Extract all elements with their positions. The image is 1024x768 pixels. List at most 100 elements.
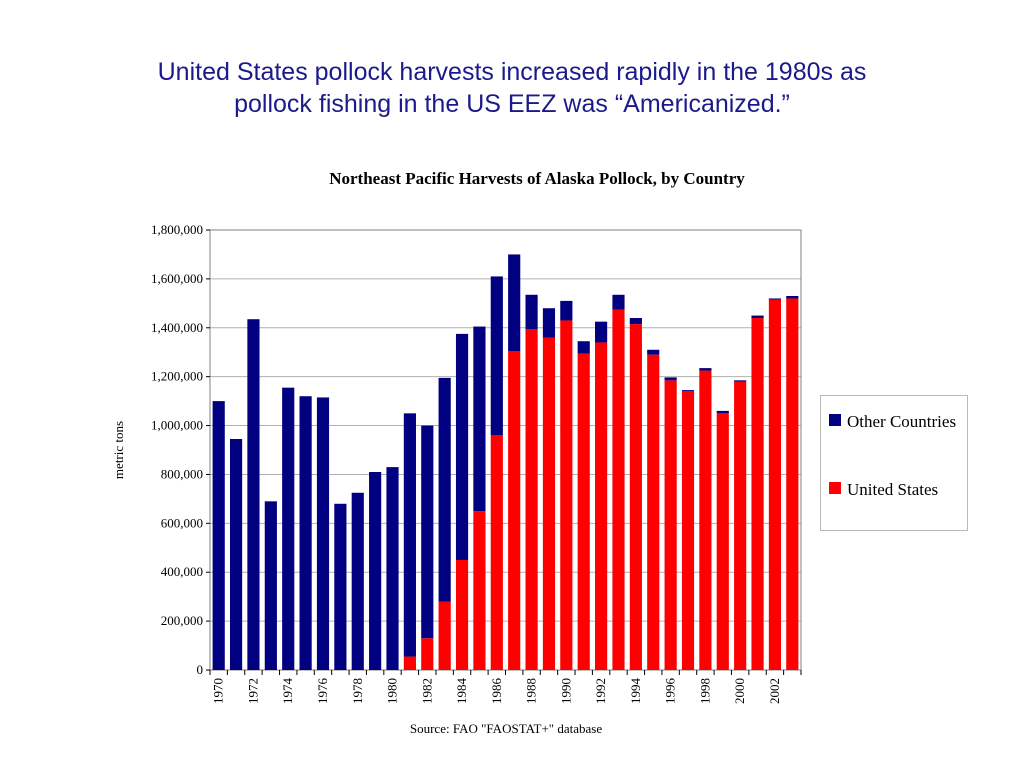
plot-area — [209, 229, 802, 671]
legend-label-other-countries: Other Countries — [847, 412, 957, 431]
x-tick-label: 1980 — [385, 678, 400, 704]
slide-title: United States pollock harvests increased… — [62, 56, 962, 120]
bar-other-countries-2002 — [768, 298, 782, 300]
bar-united-states-1992 — [595, 342, 608, 670]
y-tick-label: 0 — [197, 662, 204, 677]
legend-swatch-united-states — [829, 482, 841, 494]
legend-item-united-states: United States — [829, 478, 967, 501]
x-tick-label: 2000 — [732, 678, 747, 704]
bar-united-states-1990 — [560, 320, 573, 670]
bar-other-countries-1986 — [490, 276, 503, 436]
x-tick-label: 1974 — [280, 678, 295, 705]
bar-united-states-2001 — [751, 318, 764, 670]
bar-other-countries-1990 — [560, 300, 573, 321]
bar-other-countries-2001 — [751, 315, 764, 318]
bar-united-states-1989 — [542, 337, 556, 670]
bar-united-states-1985 — [473, 511, 486, 670]
bar-united-states-1981 — [403, 656, 416, 670]
bar-other-countries-1982 — [421, 425, 434, 639]
bar-united-states-2000 — [734, 381, 747, 670]
x-tick-label: 1978 — [350, 678, 365, 704]
bar-other-countries-1980 — [386, 467, 399, 670]
bar-united-states-1986 — [490, 435, 503, 670]
bar-other-countries-1973 — [264, 501, 277, 670]
x-tick-label: 1994 — [628, 678, 643, 705]
x-tick-label: 2002 — [767, 678, 782, 704]
bar-other-countries-1975 — [299, 396, 312, 670]
legend-item-other-countries: Other Countries — [829, 410, 967, 433]
x-tick-label: 1988 — [524, 678, 539, 704]
source-note: Source: FAO "FAOSTAT+" database — [409, 721, 603, 736]
bar-united-states-1984 — [455, 560, 469, 670]
bar-other-countries-1972 — [247, 319, 260, 670]
bar-other-countries-1996 — [664, 377, 677, 381]
y-tick-label: 800,000 — [161, 466, 203, 481]
bar-other-countries-1994 — [629, 318, 642, 325]
x-tick-label: 1970 — [211, 678, 226, 704]
bar-other-countries-1981 — [403, 413, 416, 657]
y-tick-label: 200,000 — [161, 613, 203, 628]
bar-other-countries-1970 — [212, 401, 225, 670]
grid-lines — [210, 229, 801, 622]
bar-other-countries-1978 — [351, 492, 364, 670]
bar-united-states-1995 — [647, 354, 660, 670]
bar-united-states-1993 — [612, 309, 625, 670]
bar-united-states-1983 — [438, 601, 451, 670]
bar-united-states-1988 — [525, 329, 538, 670]
chart-title: Northeast Pacific Harvests of Alaska Pol… — [329, 169, 745, 188]
y-tick-label: 600,000 — [161, 515, 203, 530]
bar-other-countries-1998 — [699, 368, 712, 371]
bar-united-states-1987 — [508, 351, 521, 670]
bar-other-countries-1999 — [716, 410, 729, 414]
legend-swatch-other-countries — [829, 414, 841, 426]
bar-other-countries-2000 — [734, 380, 747, 382]
legend: Other Countries United States — [820, 395, 968, 531]
bar-other-countries-1976 — [316, 397, 330, 670]
bar-united-states-1991 — [577, 353, 590, 670]
bar-united-states-1998 — [699, 370, 712, 670]
bar-other-countries-1989 — [542, 308, 556, 338]
bar-other-countries-1974 — [282, 387, 295, 670]
x-tick-label: 1990 — [558, 678, 573, 704]
bar-other-countries-1971 — [229, 439, 243, 670]
x-tick-label: 1982 — [419, 678, 434, 704]
bar-other-countries-1991 — [577, 341, 590, 354]
y-tick-label: 400,000 — [161, 564, 203, 579]
x-tick-label: 1998 — [697, 678, 712, 704]
x-tick-label: 1992 — [593, 678, 608, 704]
bar-other-countries-1979 — [369, 472, 382, 670]
bar-other-countries-1993 — [612, 294, 625, 310]
bar-other-countries-1995 — [647, 349, 660, 355]
bar-united-states-1997 — [681, 391, 695, 670]
y-tick-label: 1,800,000 — [151, 222, 203, 237]
x-axis: 1970 1972 1974 1976 1978 1980 1982 1984 1986 1988… — [209, 670, 802, 705]
y-axis-label: metric tons — [111, 421, 126, 479]
x-tick-label: 1976 — [315, 678, 330, 705]
y-tick-label: 1,200,000 — [151, 369, 203, 384]
bar-other-countries-1987 — [508, 254, 521, 351]
bar-united-states-2002 — [768, 299, 782, 670]
bars — [212, 254, 799, 670]
y-tick-label: 1,400,000 — [151, 320, 203, 335]
slide-title-line-1: United States pollock harvests increased… — [157, 58, 867, 86]
bar-other-countries-1977 — [334, 503, 347, 670]
bar-other-countries-1992 — [595, 321, 608, 343]
x-tick-label: 1996 — [663, 678, 678, 705]
bar-other-countries-1997 — [681, 390, 695, 392]
bar-other-countries-1983 — [438, 377, 451, 602]
bar-united-states-2003 — [786, 298, 799, 670]
bar-united-states-1994 — [629, 324, 642, 670]
bar-united-states-1982 — [421, 638, 434, 670]
bar-other-countries-2003 — [786, 296, 799, 299]
bar-other-countries-1985 — [473, 326, 486, 512]
x-tick-label: 1972 — [245, 678, 260, 704]
x-tick-label: 1984 — [454, 678, 469, 705]
bar-other-countries-1984 — [455, 333, 469, 560]
legend-label-united-states: United States — [847, 480, 939, 499]
y-axis: 0 200,000 400,000 600,000 800,000 1,000,000 1,… — [151, 222, 210, 677]
bar-united-states-1999 — [716, 413, 729, 670]
x-tick-label: 1986 — [489, 678, 504, 705]
slide-title-line-2: pollock fishing in the US EEZ was “Ameri… — [234, 90, 790, 118]
y-tick-label: 1,600,000 — [151, 271, 203, 286]
